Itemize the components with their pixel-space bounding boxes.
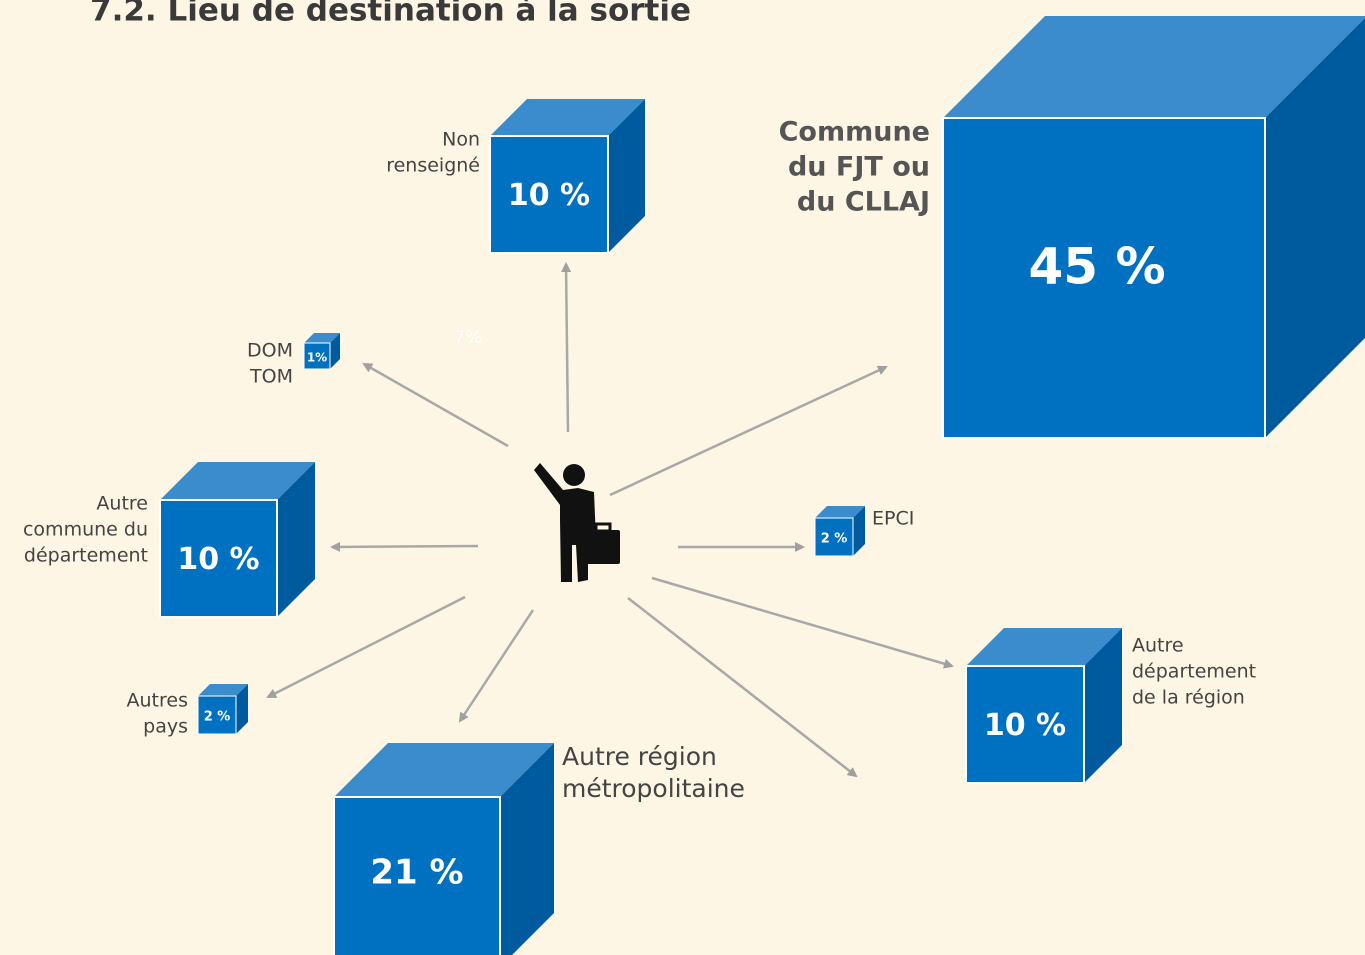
node-label: commune du xyxy=(23,519,148,541)
arrows xyxy=(266,262,954,778)
cube: 21 % xyxy=(333,743,554,955)
cube-top xyxy=(198,684,248,696)
cube-side xyxy=(277,462,315,617)
node-label: DOM xyxy=(247,340,293,362)
cube-front xyxy=(159,499,278,618)
cube-side xyxy=(500,743,554,955)
node-label: Commune xyxy=(779,117,930,148)
cube-side xyxy=(330,333,340,369)
cube-value: 10 % xyxy=(508,178,590,213)
cube: 45 % xyxy=(942,16,1365,439)
cube-side xyxy=(1084,628,1122,783)
cube-top xyxy=(160,462,315,500)
traveler-icon xyxy=(534,463,620,582)
cube-front xyxy=(197,695,237,735)
node-label: Non xyxy=(442,129,480,151)
cube-value: 2 % xyxy=(204,710,231,725)
arrow xyxy=(561,262,572,433)
cube: 2 % xyxy=(814,506,865,557)
title: 7.2. Lieu de destination à la sortie xyxy=(90,0,691,29)
cube-value: 10 % xyxy=(177,542,259,577)
cube-top xyxy=(815,506,865,518)
cube-side xyxy=(236,684,248,734)
node-label: département xyxy=(1132,661,1256,683)
cube-top xyxy=(304,333,340,343)
node-label: de la région xyxy=(1132,687,1245,709)
arrow xyxy=(266,595,466,699)
cube: 10 % xyxy=(965,628,1122,784)
cube: 1% xyxy=(303,333,340,370)
cube-top xyxy=(966,628,1122,666)
node-label: Autre xyxy=(96,493,148,515)
cubes: 10 % Non renseigné 45 % Commune du FJT ou du C… xyxy=(23,16,1365,955)
cube-value: 21 % xyxy=(370,853,463,893)
node-label: TOM xyxy=(249,366,293,388)
cube-side xyxy=(1265,18,1365,438)
cube-value: 2 % xyxy=(821,532,848,547)
cube-value: 10 % xyxy=(984,708,1066,743)
cube: 10 % xyxy=(489,99,645,254)
cube-front xyxy=(333,796,501,955)
node-label: renseigné xyxy=(386,155,480,177)
node-label: département xyxy=(24,545,148,567)
cube-side xyxy=(608,99,645,253)
node-label: pays xyxy=(143,716,188,738)
node-label: EPCI xyxy=(872,508,914,530)
cube-value: 1% xyxy=(307,351,327,365)
cube-front xyxy=(303,342,331,370)
cube-front xyxy=(942,117,1266,439)
cube-side xyxy=(853,506,865,556)
arrow xyxy=(330,541,479,552)
cube-top xyxy=(334,743,554,797)
arrow xyxy=(362,362,509,448)
cube-top xyxy=(490,99,645,136)
cube-value: 45 % xyxy=(1028,238,1165,296)
arrow xyxy=(627,597,858,778)
node-label: Autre xyxy=(1132,635,1184,657)
cube: 2 % xyxy=(197,684,248,735)
cube-front xyxy=(489,135,609,254)
node-label: métropolitaine xyxy=(562,774,745,803)
arrow xyxy=(458,609,535,723)
node-label: du FJT ou xyxy=(788,152,930,183)
arrow xyxy=(609,365,888,497)
cube-front xyxy=(965,665,1085,784)
cube-front xyxy=(814,517,854,557)
node-label: Autres xyxy=(127,690,188,712)
cube: 10 % xyxy=(159,462,315,618)
node-label: Autre région xyxy=(562,742,717,771)
arrow xyxy=(651,576,954,669)
node-label: du CLLAJ xyxy=(797,187,930,218)
cube-top xyxy=(943,16,1365,118)
note: 7% xyxy=(454,327,483,348)
